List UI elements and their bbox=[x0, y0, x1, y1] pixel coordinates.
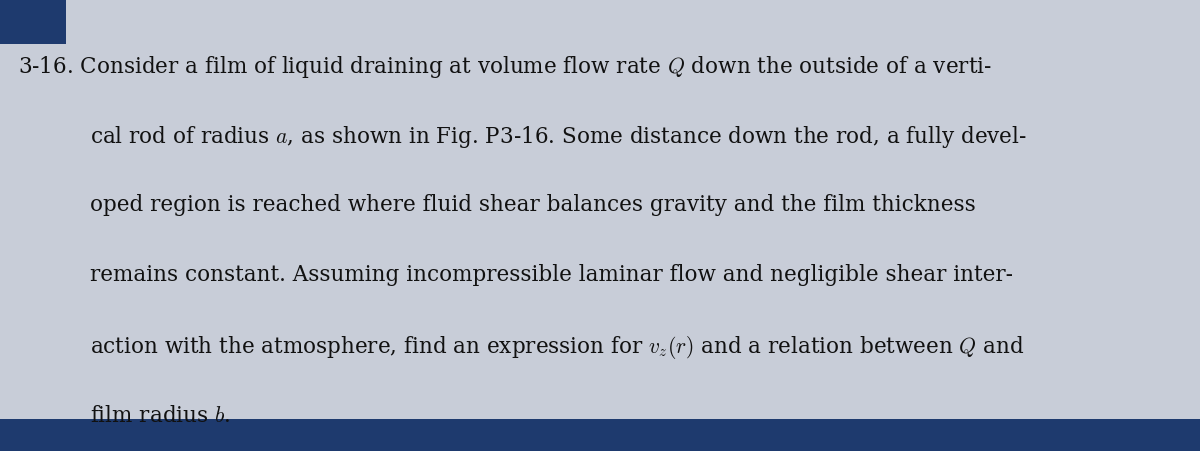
Text: oped region is reached where fluid shear balances gravity and the film thickness: oped region is reached where fluid shear… bbox=[90, 194, 976, 216]
Text: action with the atmosphere, find an expression for $v_z(r)$ and a relation betwe: action with the atmosphere, find an expr… bbox=[90, 334, 1025, 361]
Text: 3-16. Consider a film of liquid draining at volume flow rate $Q$ down the outsid: 3-16. Consider a film of liquid draining… bbox=[18, 54, 992, 80]
Bar bbox=[0, 0, 66, 45]
Text: cal rod of radius $a$, as shown in Fig. P3-16. Some distance down the rod, a ful: cal rod of radius $a$, as shown in Fig. … bbox=[90, 124, 1027, 150]
Text: remains constant. Assuming incompressible laminar flow and negligible shear inte: remains constant. Assuming incompressibl… bbox=[90, 264, 1013, 286]
Bar bbox=[0, 419, 1200, 451]
Text: film radius $b$.: film radius $b$. bbox=[90, 404, 230, 426]
